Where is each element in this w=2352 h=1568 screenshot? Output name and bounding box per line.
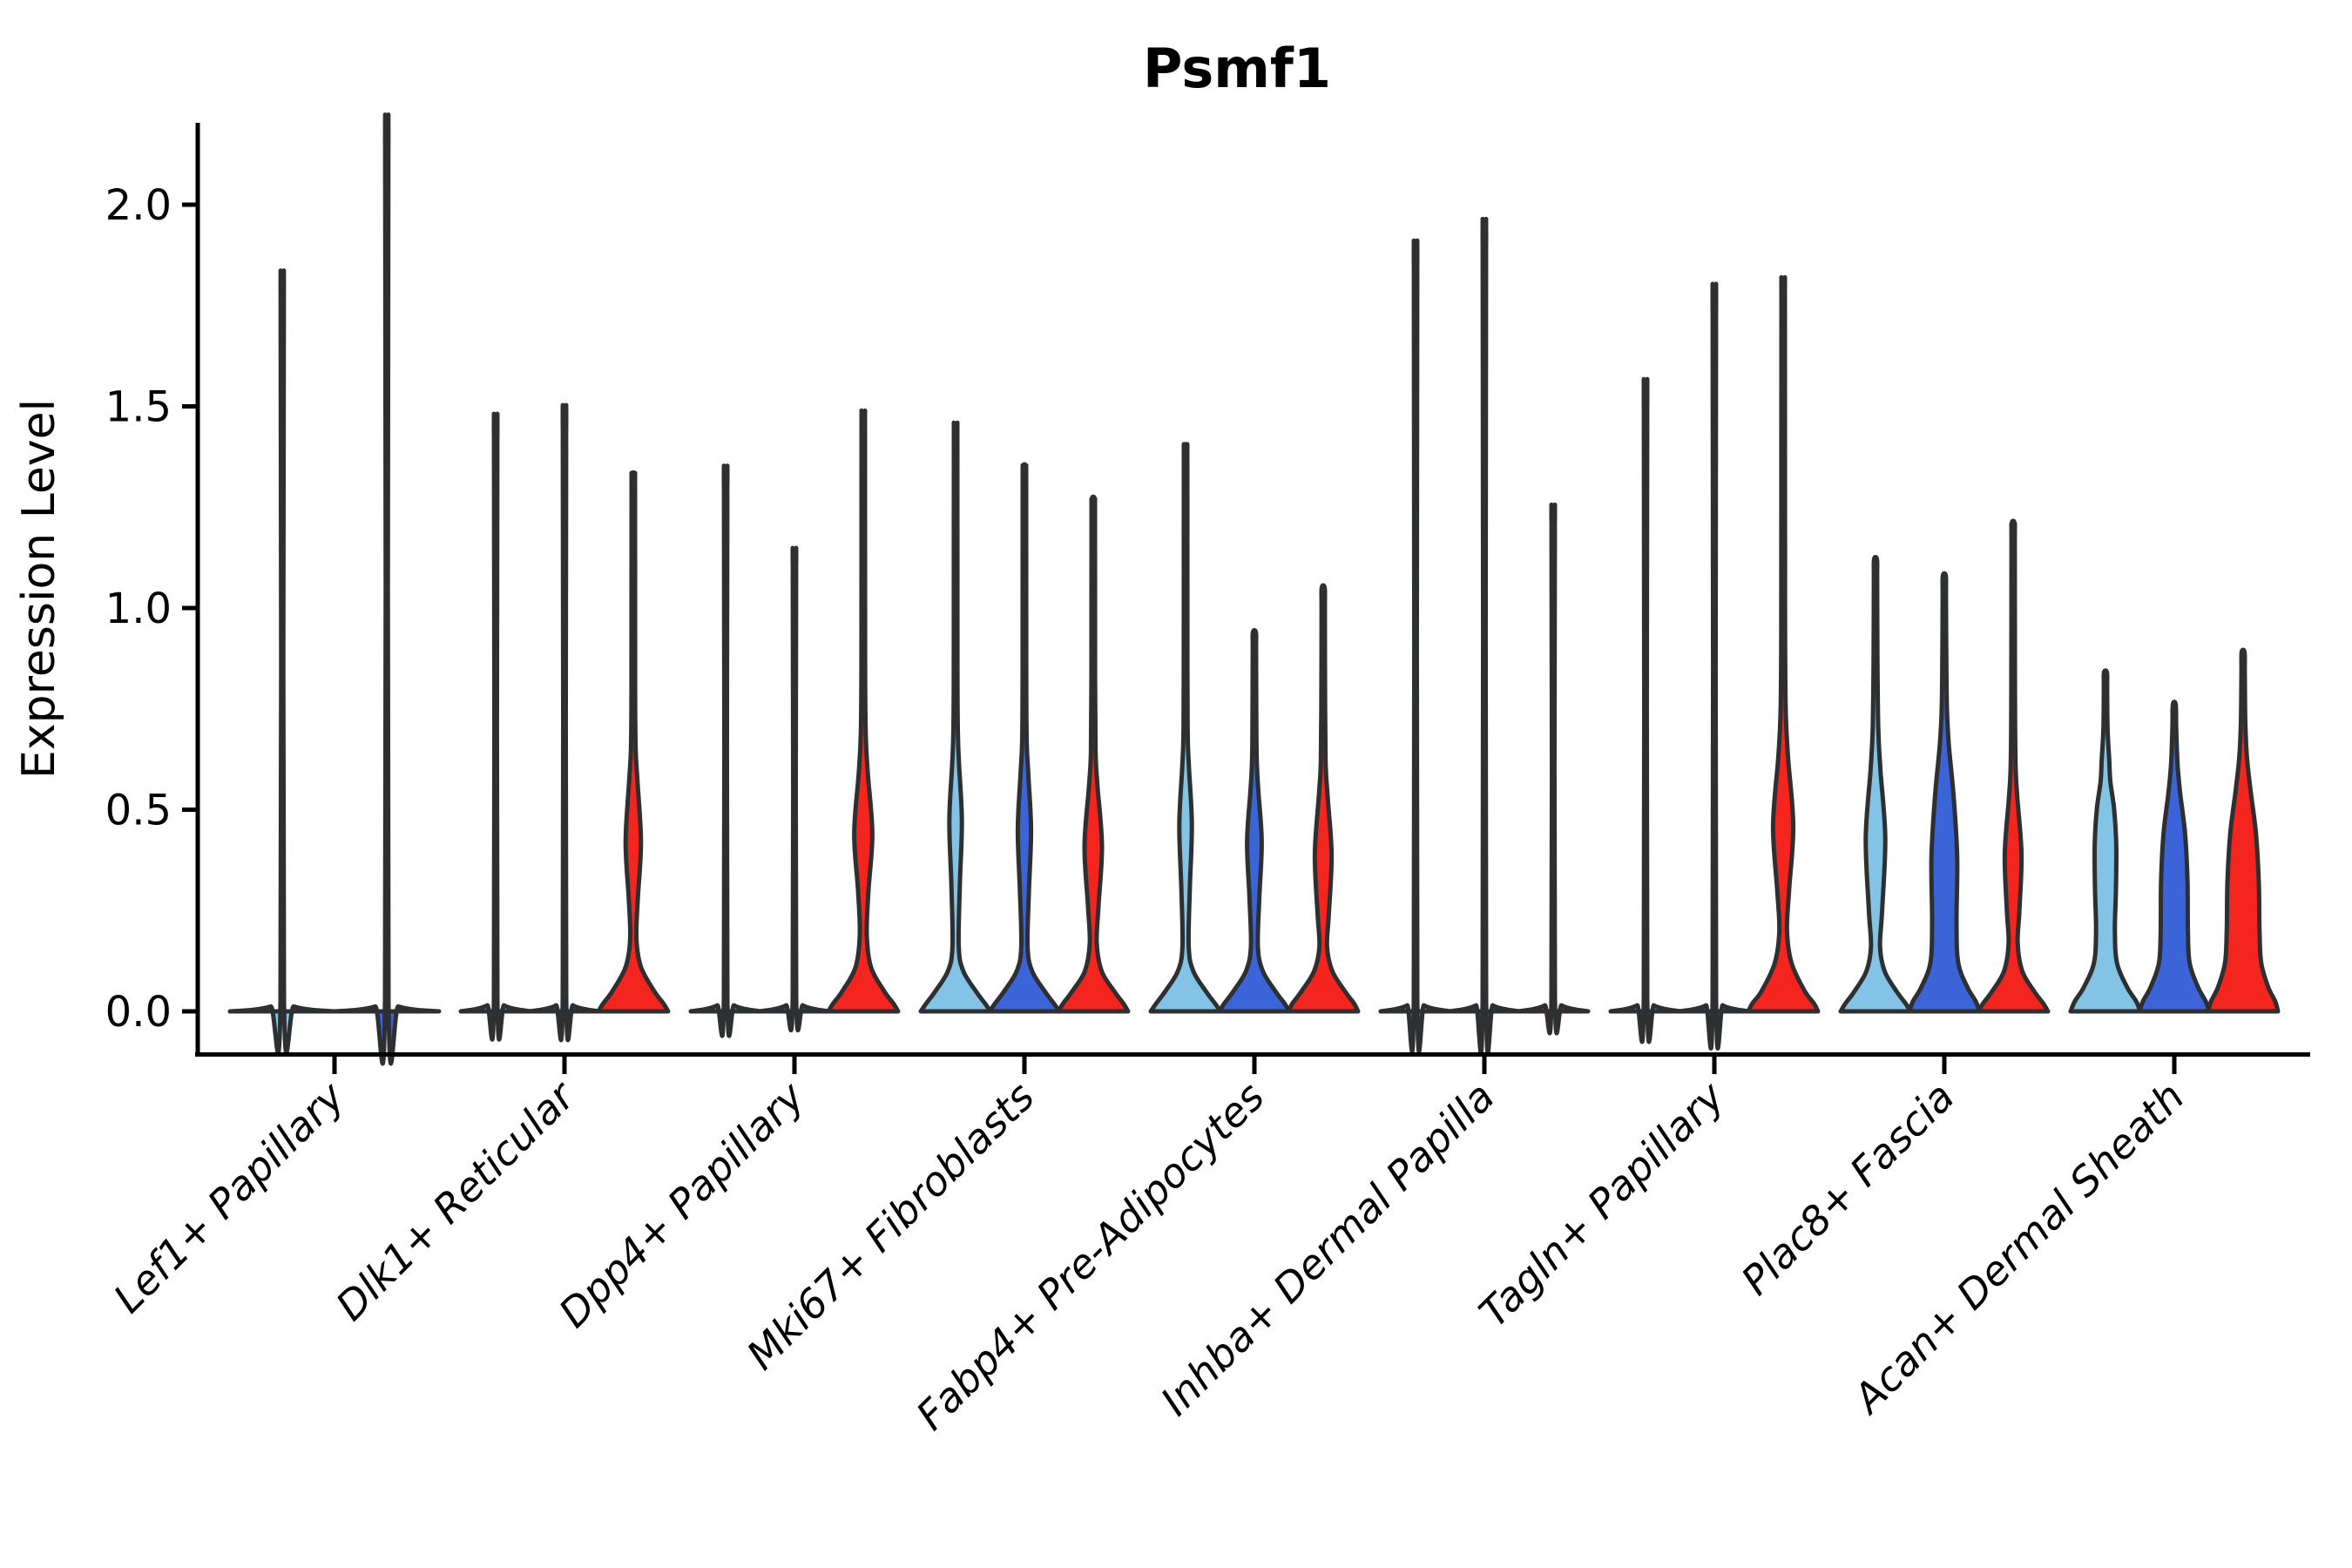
- violin-plac8-fascia-2: [1907, 571, 1982, 1014]
- violin-dlk1-reticular-1: [458, 411, 533, 1042]
- y-tick-label: 0.0: [105, 988, 172, 1037]
- y-tick-label: 2.0: [105, 181, 172, 230]
- violin-acan-dermal-sheath-2: [2137, 700, 2212, 1014]
- x-tick-label: Plac8+ Fascia: [1732, 1073, 1963, 1304]
- y-tick-label: 1.0: [105, 585, 172, 633]
- violin-inhba-dermal-papilla-2: [1447, 216, 1522, 1056]
- violin-acan-dermal-sheath-1: [2068, 668, 2143, 1014]
- violin-fabp4-pre-adipocytes-2: [1217, 628, 1292, 1014]
- violin-fabp4-pre-adipocytes-1: [1148, 442, 1223, 1014]
- violin-dpp4-papillary-2: [757, 545, 832, 1032]
- violin-inhba-dermal-papilla-3: [1516, 502, 1591, 1036]
- x-tick-label: Dpp4+ Papillary: [550, 1072, 814, 1336]
- violin-tagln-papillary-1: [1608, 377, 1683, 1044]
- violin-dlk1-reticular-3: [596, 470, 671, 1014]
- violin-mki67-fibroblasts-2: [987, 462, 1062, 1014]
- violin-inhba-dermal-papilla-1: [1378, 238, 1453, 1054]
- y-ticks: 0.0 0.5 1.0 1.5 2.0: [105, 181, 196, 1037]
- x-tick-label: Dlk1+ Reticular: [327, 1071, 585, 1329]
- violin-tagln-papillary-2: [1677, 281, 1752, 1051]
- y-tick-label: 1.5: [105, 382, 172, 431]
- violin-mki67-fibroblasts-1: [918, 420, 993, 1014]
- y-axis-label: Expression Level: [13, 399, 65, 779]
- violin-plac8-fascia-1: [1838, 555, 1913, 1014]
- violin-tagln-papillary-3: [1746, 274, 1821, 1014]
- violin-dpp4-papillary-3: [826, 408, 901, 1014]
- x-tick-label: Lef1+ Papillary: [105, 1072, 354, 1321]
- violin-lef1-papillary-2: [332, 112, 442, 1066]
- violin-dlk1-reticular-2: [527, 402, 602, 1043]
- y-tick-label: 0.5: [105, 786, 172, 835]
- violin-dpp4-papillary-1: [688, 463, 763, 1038]
- violin-lef1-papillary-1: [227, 268, 337, 1055]
- violin-fabp4-pre-adipocytes-3: [1286, 583, 1361, 1014]
- violins-layer: [227, 112, 2281, 1066]
- violin-plac8-fascia-3: [1976, 518, 2051, 1014]
- violin-acan-dermal-sheath-3: [2206, 647, 2281, 1014]
- x-tick-label: Tagln+ Papillary: [1470, 1072, 1734, 1336]
- violin-mki67-fibroblasts-3: [1056, 494, 1131, 1014]
- chart-title: Psmf1: [1143, 37, 1331, 100]
